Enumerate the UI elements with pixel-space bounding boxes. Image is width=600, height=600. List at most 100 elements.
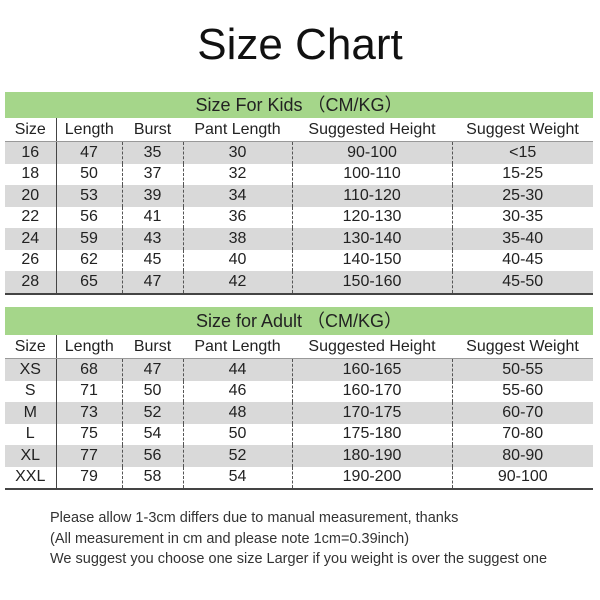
column-header: Suggested Height <box>292 335 452 359</box>
table-cell: 52 <box>121 402 183 424</box>
notes: Please allow 1-3cm differs due to manual… <box>50 508 547 570</box>
kids-size-table: Size For Kids （CM/KG） Size Length Burst Pan… <box>5 92 593 295</box>
table-cell: 56 <box>121 445 183 467</box>
table-cell: 90-100 <box>451 466 593 490</box>
table-cell: 68 <box>55 358 122 381</box>
column-header: Pant Length <box>183 118 292 142</box>
table-cell: 160-165 <box>291 358 452 381</box>
table-cell: S <box>24 382 36 400</box>
table-cell: 41 <box>121 206 183 228</box>
table-cell: 65 <box>55 271 122 295</box>
table-cell: 25-30 <box>451 185 593 207</box>
table-cell: 37 <box>121 163 183 185</box>
adult-size-table: Size for Adult （CM/KG） Size Length Burst Pa… <box>5 307 593 490</box>
table-cell: 140-150 <box>291 249 452 271</box>
column-header: Size <box>5 335 56 359</box>
column-header: Length <box>55 118 122 142</box>
table-cell: 45 <box>121 249 183 271</box>
page-title: Size Chart <box>197 20 403 69</box>
table-row: S 71 50 46 160-170 55-60 <box>5 380 593 402</box>
table-cell: 55-60 <box>451 380 593 402</box>
column-header: Burst <box>122 118 183 142</box>
table-cell: 58 <box>121 466 183 490</box>
table-cell: 48 <box>182 402 292 424</box>
table-row: 16 47 35 30 90-100 <15 <box>5 141 593 164</box>
table-cell: 24 <box>5 228 56 250</box>
table-cell: 75 <box>55 423 122 445</box>
table-cell: M <box>5 402 56 424</box>
column-header: Burst <box>122 335 183 359</box>
table-cell: 150-160 <box>291 271 452 295</box>
table-cell: 50 <box>55 163 122 185</box>
table-row: 28 65 47 42 150-160 45-50 <box>5 271 593 295</box>
table-cell: 39 <box>121 185 183 207</box>
table-cell: XXL <box>5 466 56 490</box>
table-row: 22 56 41 36 120-130 30-35 <box>5 206 593 228</box>
table-cell: 80-90 <box>451 445 593 467</box>
table-row: L 75 54 50 175-180 70-80 <box>5 423 593 445</box>
table-cell: 43 <box>121 228 183 250</box>
table-cell: 100-110 <box>291 163 452 185</box>
table-row: 24 59 43 38 130-140 35-40 <box>5 228 593 250</box>
table-cell: 190-200 <box>291 466 452 490</box>
table-cell: 50 <box>121 380 183 402</box>
table-cell: 15-25 <box>451 163 593 185</box>
table-cell: 34 <box>182 185 292 207</box>
table-cell: 40 <box>182 249 292 271</box>
table-cell: 38 <box>182 228 292 250</box>
table-cell: 32 <box>182 163 292 185</box>
table-cell: XL <box>5 445 56 467</box>
column-header: Suggested Height <box>292 118 452 142</box>
table-cell: 44 <box>182 358 292 381</box>
note-line: Please allow 1-3cm differs due to manual… <box>50 510 459 526</box>
table-cell: 35-40 <box>451 228 593 250</box>
table-row: 18 50 37 32 100-110 15-25 <box>5 163 593 185</box>
table-row: M 73 52 48 170-175 60-70 <box>5 402 593 424</box>
table-cell: 120-130 <box>291 206 452 228</box>
table-cell: 47 <box>55 141 122 164</box>
table-cell: 22 <box>21 208 40 226</box>
column-header: Suggest Weight <box>452 335 593 359</box>
table-cell: 45-50 <box>451 271 593 295</box>
table-cell: 54 <box>182 466 292 490</box>
table-row: 26 62 45 40 140-150 40-45 <box>5 249 593 271</box>
table-cell: <15 <box>451 141 593 164</box>
table-cell: 20 <box>5 185 56 207</box>
table-row: XS 68 47 44 160-165 50-55 <box>5 358 593 381</box>
column-header: Pant Length <box>183 335 292 359</box>
table-cell: 16 <box>5 141 56 164</box>
column-header: Size <box>5 118 56 142</box>
table-cell: 36 <box>182 206 292 228</box>
header-row: Size Length Burst Pant Length Suggested Heig… <box>5 335 593 359</box>
table-cell: 110-120 <box>291 185 452 207</box>
table-cell: 47 <box>121 358 183 381</box>
table-cell: 30-35 <box>451 206 593 228</box>
kids-table-heading: Size For Kids （CM/KG） <box>5 92 593 118</box>
table-cell: 70-80 <box>451 423 593 445</box>
table-cell: 52 <box>182 445 292 467</box>
adult-table-heading: Size for Adult （CM/KG） <box>5 307 593 335</box>
table-cell: 71 <box>55 380 122 402</box>
table-cell: 42 <box>182 271 292 295</box>
table-cell: 30 <box>182 141 292 164</box>
table-cell: 175-180 <box>291 423 452 445</box>
table-cell: 160-170 <box>291 380 452 402</box>
table-cell: 79 <box>55 466 122 490</box>
table-cell: 50-55 <box>451 358 593 381</box>
table-cell: 18 <box>21 165 40 183</box>
table-row: 20 53 39 34 110-120 25-30 <box>5 185 593 207</box>
note-line: We suggest you choose one size Larger if… <box>50 551 548 567</box>
column-header: Suggest Weight <box>452 118 593 142</box>
table-cell: 50 <box>182 423 292 445</box>
table-cell: 90-100 <box>291 141 452 164</box>
table-cell: 46 <box>182 380 292 402</box>
table-row: XXL 79 58 54 190-200 90-100 <box>5 466 593 490</box>
table-cell: 54 <box>121 423 183 445</box>
table-cell: L <box>25 425 35 443</box>
table-row: XL 77 56 52 180-190 80-90 <box>5 445 593 467</box>
table-cell: 40-45 <box>451 249 593 271</box>
table-cell: 53 <box>55 185 122 207</box>
table-cell: XS <box>5 358 56 381</box>
note-line: (All measurement in cm and please note 1… <box>50 530 410 547</box>
column-header: Length <box>55 335 122 359</box>
